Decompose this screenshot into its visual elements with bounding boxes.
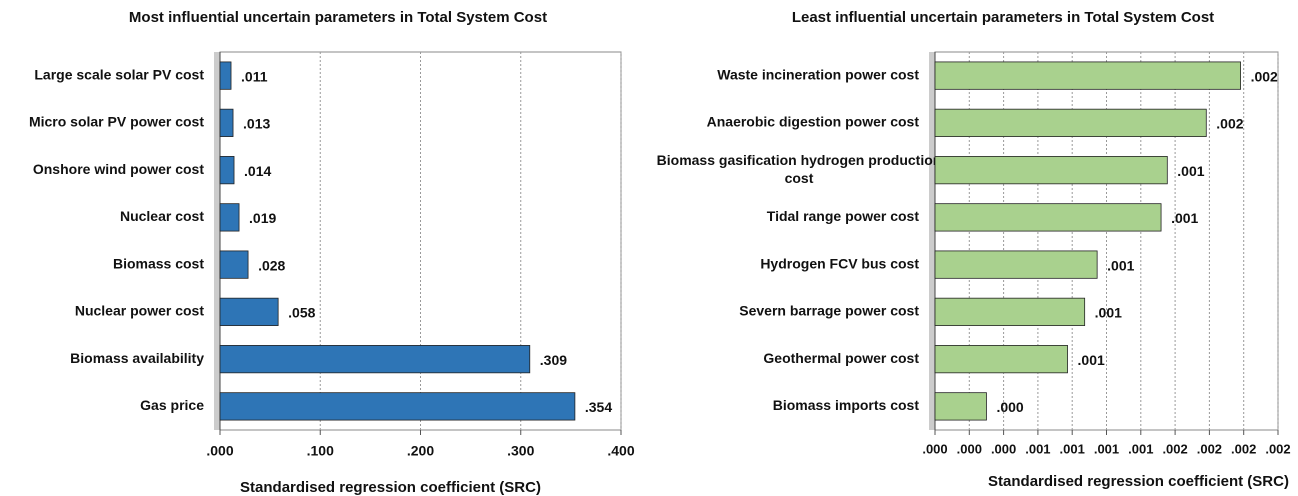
x-tick-label: .000 (991, 441, 1016, 456)
x-tick-label: .100 (307, 443, 334, 459)
data-label: .309 (540, 352, 567, 368)
data-label: .001 (1078, 352, 1105, 368)
plot-shade (929, 52, 935, 430)
data-label: .028 (258, 257, 285, 273)
bar (219, 108, 234, 137)
x-axis-title: Standardised regression coefficient (SRC… (988, 473, 1289, 490)
x-tick-label: .002 (1265, 441, 1290, 456)
y-tick-label: Anaerobic digestion power cost (707, 114, 920, 130)
data-label: .001 (1107, 257, 1134, 273)
data-label: .001 (1095, 305, 1122, 321)
y-tick-label: Tidal range power cost (767, 208, 920, 224)
data-label: .011 (241, 68, 268, 84)
x-tick-label: .400 (607, 443, 634, 459)
chart-title: Least influential uncertain parameters i… (792, 9, 1214, 26)
y-tick-label: Gas price (140, 397, 204, 413)
x-axis-title: Standardised regression coefficient (SRC… (240, 479, 541, 496)
data-label: .354 (585, 399, 612, 415)
bar (219, 203, 240, 232)
y-tick-label: Nuclear cost (120, 208, 204, 224)
bar (219, 297, 279, 326)
x-tick-label: .001 (1025, 441, 1050, 456)
y-tick-label: Biomass cost (113, 255, 204, 271)
y-tick-label: Nuclear power cost (75, 303, 204, 319)
y-tick-label: Large scale solar PV cost (34, 66, 204, 82)
y-tick-label: Biomass imports cost (773, 397, 920, 413)
data-label: .002 (1216, 116, 1243, 132)
plot-shade (214, 52, 220, 430)
x-tick-label: .001 (1128, 441, 1153, 456)
bar (934, 61, 1241, 90)
x-tick-label: .001 (1094, 441, 1119, 456)
x-tick-label: .000 (957, 441, 982, 456)
bar (219, 392, 576, 421)
bar (934, 156, 1168, 185)
data-label: .001 (1177, 163, 1204, 179)
y-tick-label: Onshore wind power cost (33, 161, 204, 177)
bar (219, 250, 249, 279)
y-tick-label: Micro solar PV power cost (29, 114, 204, 130)
x-tick-label: .001 (1060, 441, 1085, 456)
x-tick-label: .200 (407, 443, 434, 459)
bar (934, 392, 987, 421)
bar (934, 203, 1162, 232)
y-tick-label: Waste incineration power cost (717, 66, 919, 82)
chart-title: Most influential uncertain parameters in… (129, 9, 547, 26)
bar (934, 250, 1098, 279)
y-tick-label: Biomass gasification hydrogen production… (657, 152, 942, 186)
x-tick-label: .000 (922, 441, 947, 456)
y-tick-label: Severn barrage power cost (739, 303, 919, 319)
y-tick-label: Geothermal power cost (763, 350, 919, 366)
y-tick-label: Biomass availability (70, 350, 204, 366)
data-label: .013 (243, 116, 270, 132)
bar (219, 156, 235, 185)
bar (219, 61, 232, 90)
data-label: .001 (1171, 210, 1198, 226)
x-tick-label: .300 (507, 443, 534, 459)
data-label: .019 (249, 210, 276, 226)
bar (934, 345, 1068, 374)
data-label: .002 (1251, 68, 1278, 84)
y-tick-label: Hydrogen FCV bus cost (760, 255, 919, 271)
bar (934, 297, 1086, 326)
x-tick-label: .002 (1231, 441, 1256, 456)
data-label: .014 (244, 163, 271, 179)
data-label: .058 (288, 305, 315, 321)
data-label: .000 (996, 399, 1023, 415)
bar (219, 345, 531, 374)
x-tick-label: .002 (1197, 441, 1222, 456)
x-tick-label: .000 (206, 443, 233, 459)
x-tick-label: .002 (1162, 441, 1187, 456)
bar (934, 108, 1207, 137)
